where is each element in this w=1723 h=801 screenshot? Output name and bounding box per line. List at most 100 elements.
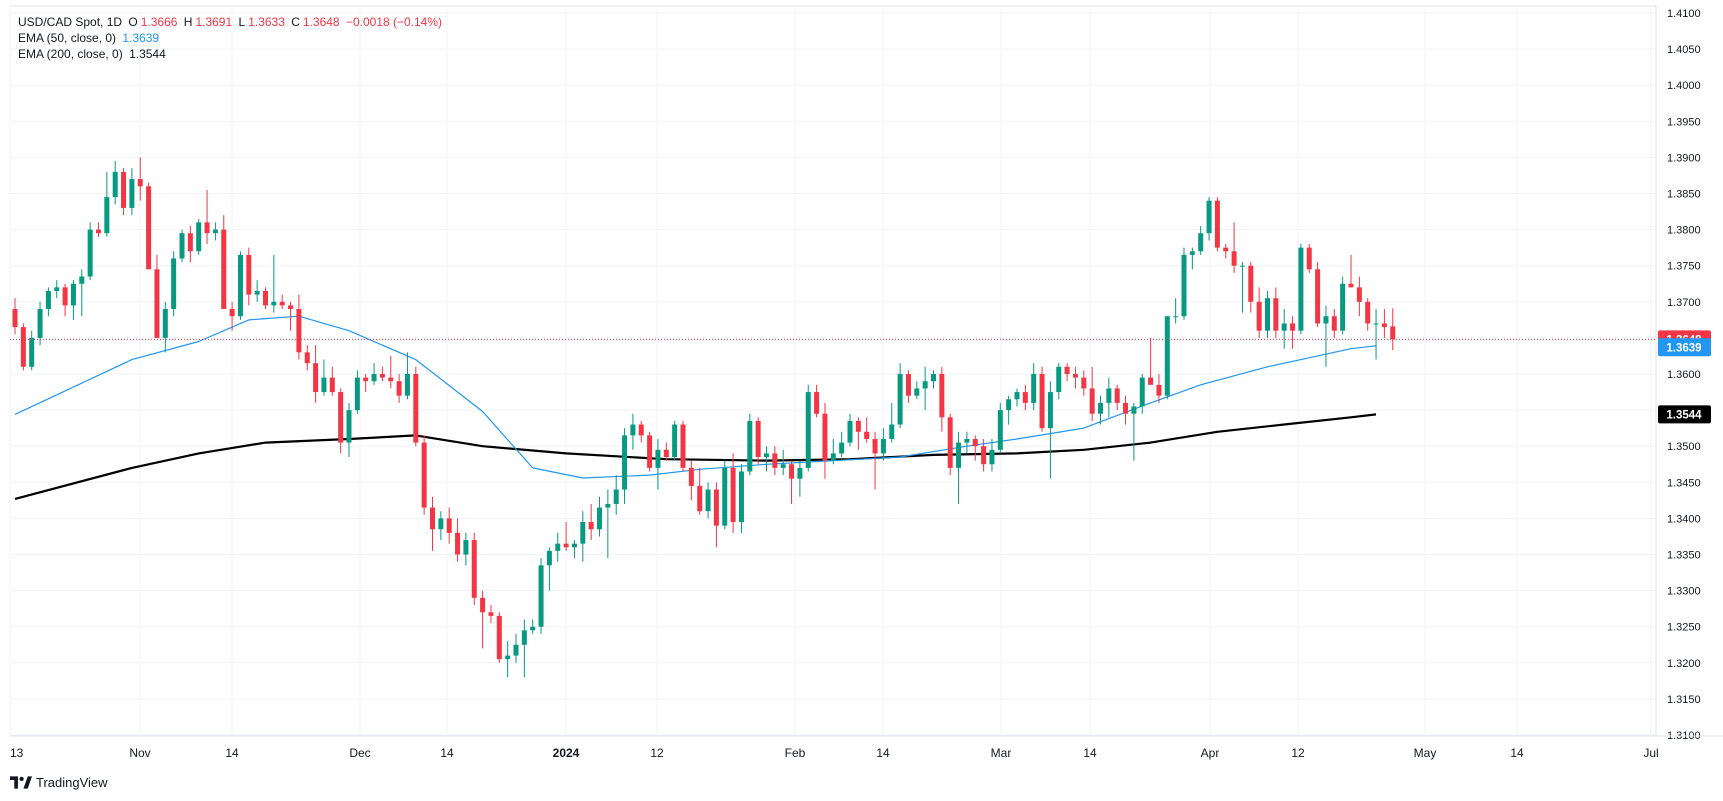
tradingview-name: TradingView	[36, 775, 108, 790]
candle-body	[521, 630, 527, 645]
candle	[1031, 363, 1037, 411]
candle-body	[488, 612, 494, 616]
candle	[1131, 402, 1137, 461]
candle	[755, 417, 761, 465]
candle-body	[605, 503, 611, 508]
candle	[1373, 309, 1379, 360]
candle	[137, 157, 143, 201]
chart-legend: USD/CAD Spot, 1D O 1.3666 H 1.3691 L 1.3633…	[18, 14, 445, 62]
candle-body	[446, 518, 452, 533]
legend-low: 1.3633	[248, 15, 285, 29]
legend-ema50-row[interactable]: EMA (50, close, 0) 1.3639	[18, 30, 445, 46]
legend-symbol[interactable]: USD/CAD Spot, 1D	[18, 15, 123, 29]
candle-body	[563, 543, 569, 548]
candle-body	[1072, 374, 1078, 378]
candle-body	[538, 565, 544, 627]
candle	[146, 182, 152, 270]
candle-body	[404, 374, 410, 396]
candle-body	[647, 435, 653, 468]
x-tick-label: Mar	[991, 746, 1012, 760]
candle-body	[413, 374, 419, 443]
candle-body	[588, 522, 594, 530]
legend-change: −0.0018 (−0.14%)	[345, 15, 443, 29]
x-tick-label: 14	[225, 746, 239, 760]
tradingview-brand[interactable]: TradingView	[10, 775, 108, 790]
candle	[1231, 222, 1237, 273]
candle-body	[1081, 377, 1087, 389]
candle-body	[1348, 283, 1354, 288]
candle	[1273, 287, 1279, 338]
candle-body	[1256, 301, 1262, 331]
candle-body	[1239, 265, 1245, 267]
candle-body	[939, 374, 945, 418]
x-tick-label: Jul	[1643, 746, 1658, 760]
candle	[1365, 298, 1371, 331]
candle-body	[931, 374, 936, 382]
candle-body	[296, 309, 302, 353]
candle	[212, 222, 218, 241]
candle-body	[129, 179, 135, 208]
candle-body	[688, 467, 694, 486]
candle-body	[62, 287, 68, 306]
candle	[379, 366, 385, 382]
candle-body	[672, 424, 678, 458]
candle	[630, 413, 636, 450]
x-tick-label: 12	[1291, 746, 1305, 760]
candle-body	[613, 489, 619, 504]
legend-high-label: H	[183, 15, 193, 29]
candle	[1239, 262, 1245, 313]
candle-body	[830, 453, 836, 461]
candle	[922, 366, 928, 411]
candle-body	[1214, 200, 1220, 248]
candle	[880, 428, 886, 461]
candle	[1114, 384, 1120, 411]
candle	[480, 590, 486, 649]
candle	[154, 254, 160, 338]
candle	[1064, 363, 1070, 382]
candle-body	[1231, 251, 1237, 266]
candle-body	[1365, 301, 1371, 324]
legend-ema200-row[interactable]: EMA (200, close, 0) 1.3544	[18, 46, 445, 62]
x-tick-label: Nov	[129, 746, 150, 760]
candle-body	[1098, 402, 1103, 414]
candle-body	[789, 464, 795, 479]
candle	[1256, 287, 1262, 338]
candle	[1248, 262, 1254, 313]
candle	[972, 435, 978, 461]
y-tick-label: 1.3350	[1667, 550, 1701, 562]
candle	[772, 446, 778, 476]
candle	[279, 294, 285, 310]
candle-body	[1265, 298, 1270, 331]
candle	[505, 641, 511, 678]
candle	[747, 413, 753, 476]
candle-body	[747, 420, 753, 472]
y-tick-label: 1.3500	[1667, 441, 1701, 453]
candle	[1331, 309, 1337, 338]
candle-body	[880, 438, 886, 454]
candle-body	[112, 171, 118, 198]
candle-body	[196, 222, 202, 252]
candle	[455, 518, 461, 562]
y-tick-label: 1.3200	[1667, 658, 1701, 670]
candle	[371, 363, 377, 385]
candle-body	[964, 438, 970, 443]
candle-body	[822, 413, 828, 461]
candle	[830, 438, 836, 465]
candle-body	[622, 435, 628, 490]
candle	[12, 298, 18, 335]
ema200-price-tag-bg	[1658, 405, 1711, 424]
candle-body	[1173, 316, 1179, 318]
candle-body	[45, 290, 51, 310]
candle	[1156, 374, 1162, 403]
x-tick-label: 2024	[553, 746, 580, 760]
candle-body	[179, 233, 185, 259]
candle-body	[371, 374, 377, 382]
candle	[20, 323, 26, 371]
candle	[697, 467, 703, 515]
candle	[329, 366, 335, 396]
candle-body	[597, 507, 602, 530]
candle-body	[288, 305, 294, 310]
candle-body	[70, 283, 76, 306]
candle-body	[354, 377, 360, 411]
